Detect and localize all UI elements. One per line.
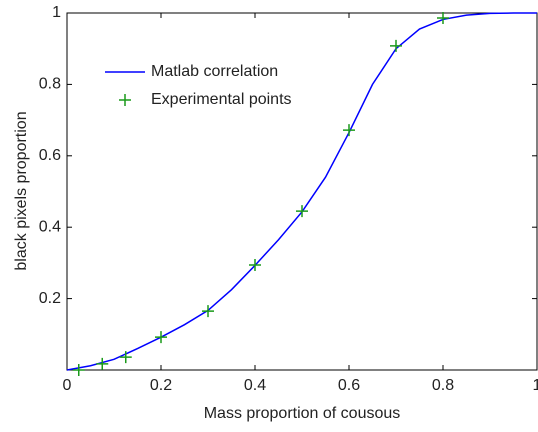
y-axis-label: black pixels proportion [13,111,30,270]
y-tick-label: 1 [52,4,61,21]
plus-marker [96,357,109,370]
x-tick-label: 0 [63,377,72,394]
plus-marker [72,364,85,376]
x-axis-label: Mass proportion of cousous [204,405,401,422]
x-tick-label: 0.2 [150,377,172,394]
line-series [66,12,537,371]
plus-marker [296,205,308,218]
y-tick-label: 0.2 [39,290,61,307]
legend-label: Matlab correlation [151,63,278,80]
plus-marker [202,305,214,318]
y-tick-label: 0.8 [39,76,61,93]
y-tick-label: 0.6 [39,147,61,164]
plot-frame [66,12,538,371]
plus-marker [343,124,355,137]
plus-marker [249,259,261,272]
plus-marker [155,331,167,344]
plus-marker [390,39,402,52]
x-tick-label: 0.8 [432,377,454,394]
legend-label: Experimental points [151,91,292,108]
plus-marker [437,11,449,24]
plus-marker [119,351,132,364]
x-tick-label: 0.4 [244,377,266,394]
y-tick-label: 0.4 [39,218,61,235]
x-tick-label: 0.6 [338,377,360,394]
legend-swatch [119,94,131,106]
x-tick-label: 1 [533,377,538,394]
